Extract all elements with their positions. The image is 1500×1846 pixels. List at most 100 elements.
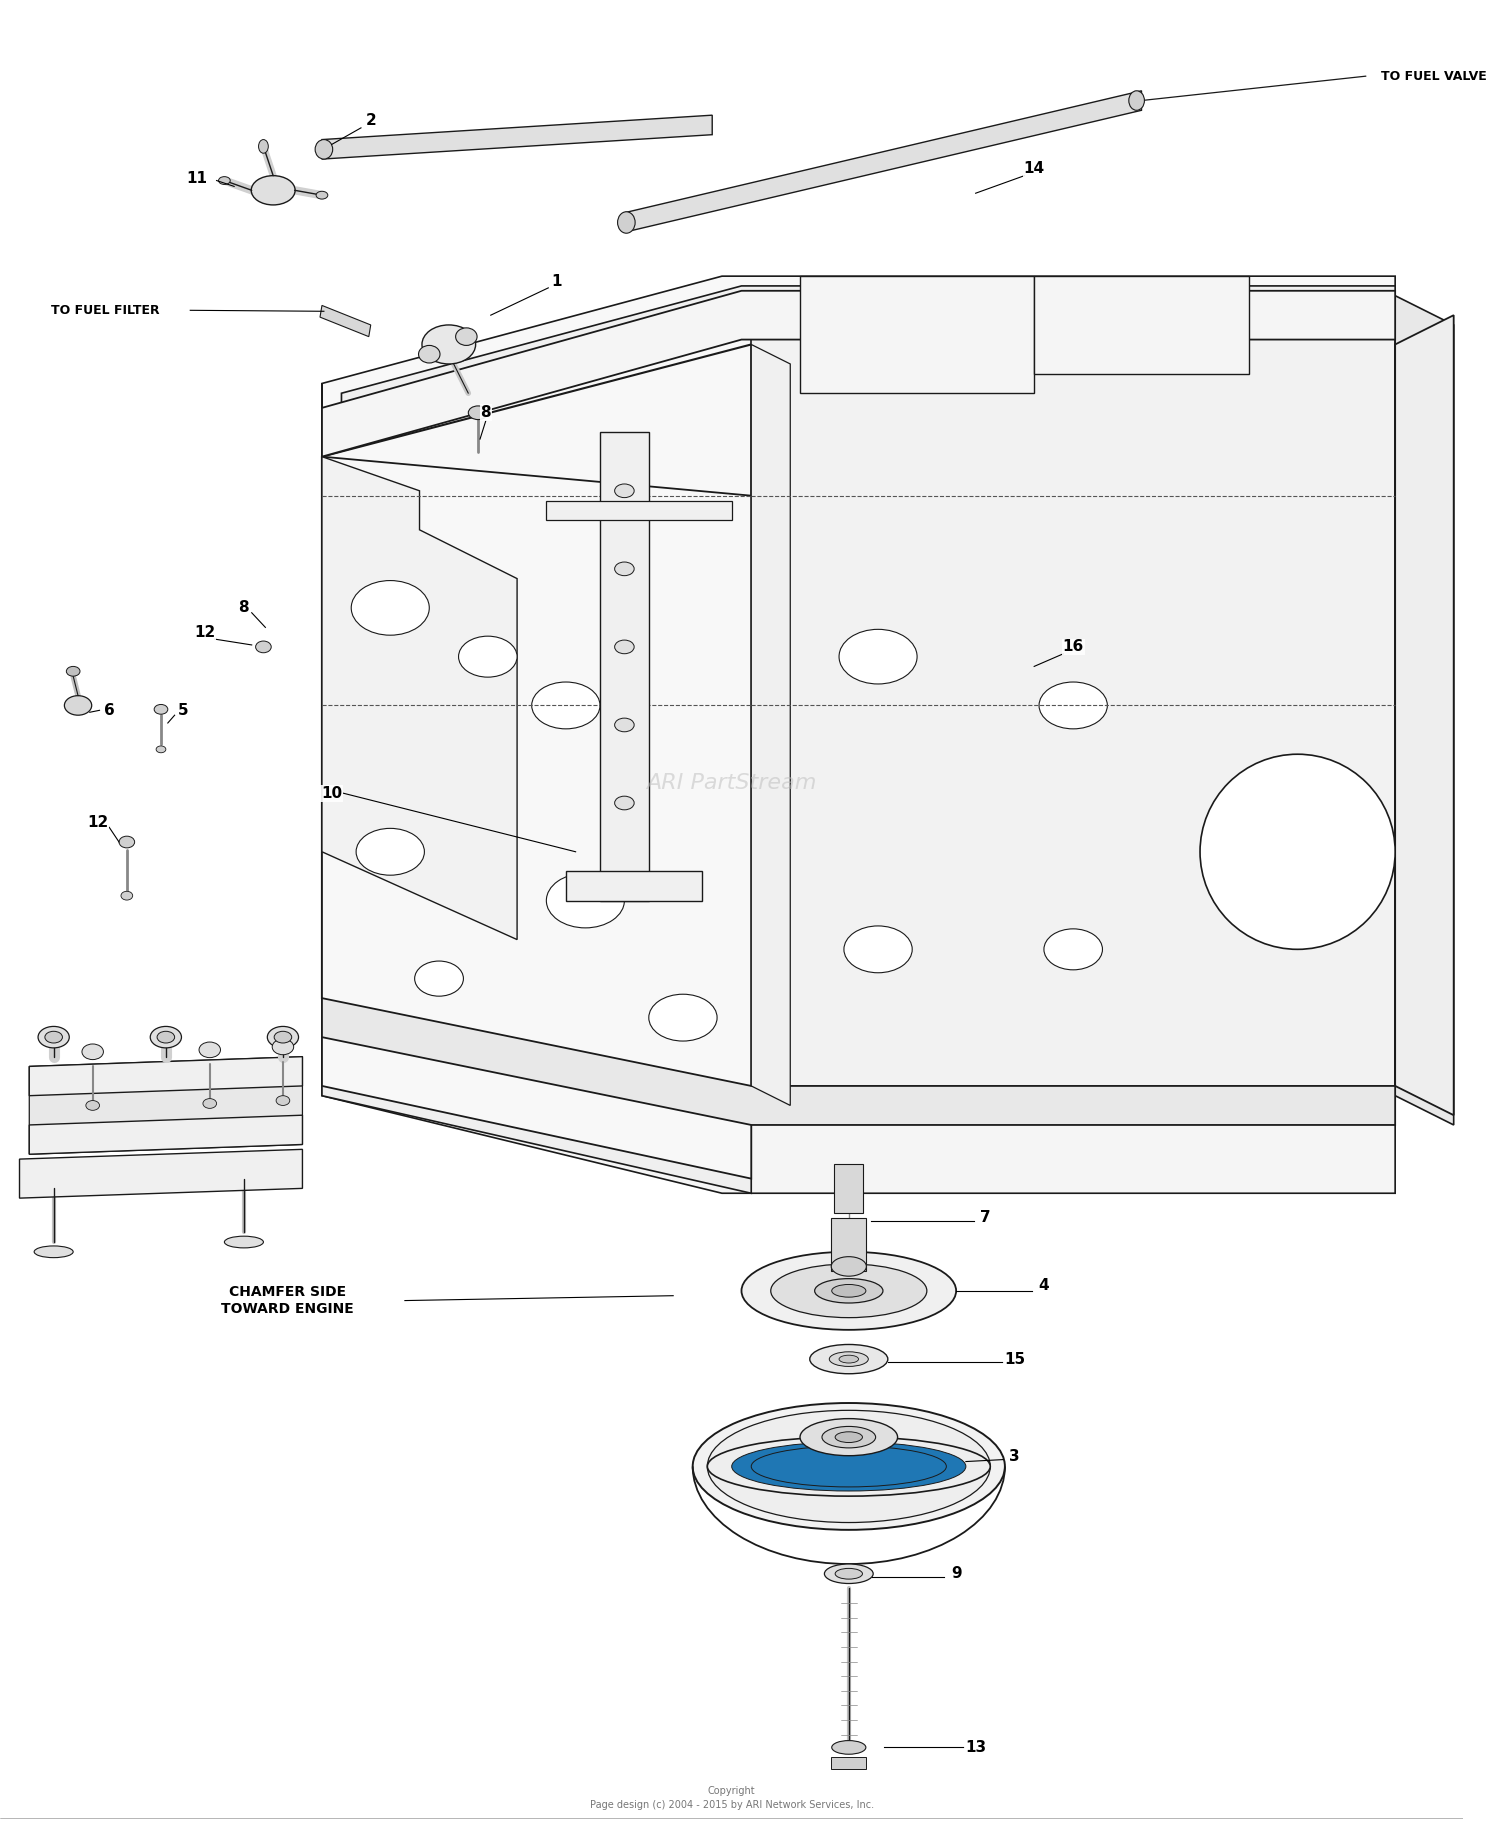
Polygon shape: [322, 628, 752, 1193]
Text: 5: 5: [178, 703, 189, 718]
Ellipse shape: [82, 1045, 104, 1060]
Polygon shape: [342, 286, 1395, 441]
Ellipse shape: [1040, 681, 1107, 729]
Ellipse shape: [844, 927, 912, 973]
Ellipse shape: [225, 1237, 264, 1248]
Text: Copyright
Page design (c) 2004 - 2015 by ARI Network Services, Inc.: Copyright Page design (c) 2004 - 2015 by…: [590, 1787, 874, 1811]
Ellipse shape: [351, 580, 429, 635]
Ellipse shape: [456, 329, 477, 345]
Text: 8: 8: [238, 600, 249, 615]
Polygon shape: [30, 1056, 303, 1154]
Text: 15: 15: [1004, 1351, 1025, 1366]
Ellipse shape: [825, 1564, 873, 1584]
Ellipse shape: [831, 1741, 866, 1754]
Ellipse shape: [839, 629, 916, 685]
Ellipse shape: [38, 1026, 69, 1049]
Ellipse shape: [1130, 90, 1144, 111]
Ellipse shape: [118, 836, 135, 847]
Polygon shape: [322, 456, 518, 940]
Ellipse shape: [251, 175, 296, 205]
Ellipse shape: [800, 1418, 897, 1456]
Text: 11: 11: [186, 172, 207, 186]
Ellipse shape: [650, 995, 717, 1041]
Ellipse shape: [276, 1097, 290, 1106]
Polygon shape: [322, 384, 1395, 1193]
Ellipse shape: [315, 140, 333, 159]
Ellipse shape: [158, 1032, 174, 1043]
Polygon shape: [322, 999, 1395, 1124]
Ellipse shape: [830, 1351, 868, 1366]
Ellipse shape: [316, 192, 328, 199]
Ellipse shape: [615, 718, 634, 731]
Ellipse shape: [419, 345, 440, 364]
Text: TO FUEL VALVE: TO FUEL VALVE: [1380, 70, 1486, 83]
Ellipse shape: [219, 177, 230, 185]
Ellipse shape: [615, 484, 634, 498]
Polygon shape: [322, 456, 752, 1178]
Ellipse shape: [356, 829, 424, 875]
Ellipse shape: [836, 1569, 862, 1578]
Ellipse shape: [258, 140, 268, 153]
Ellipse shape: [546, 873, 624, 929]
Ellipse shape: [771, 1265, 927, 1318]
Text: 10: 10: [321, 786, 342, 801]
Ellipse shape: [459, 637, 518, 677]
Ellipse shape: [422, 325, 476, 364]
Ellipse shape: [255, 641, 272, 653]
Text: 8: 8: [480, 406, 490, 421]
Bar: [834, 1165, 864, 1213]
Ellipse shape: [839, 1355, 858, 1362]
Ellipse shape: [267, 1026, 298, 1049]
Ellipse shape: [200, 1041, 220, 1058]
Polygon shape: [322, 345, 1395, 1085]
Ellipse shape: [272, 1039, 294, 1054]
Polygon shape: [1034, 277, 1250, 373]
Ellipse shape: [831, 1257, 867, 1276]
Polygon shape: [566, 871, 702, 901]
Ellipse shape: [122, 892, 132, 901]
Ellipse shape: [618, 212, 634, 233]
Ellipse shape: [836, 1432, 862, 1442]
Text: 2: 2: [366, 113, 376, 127]
Text: 7: 7: [980, 1211, 990, 1226]
Polygon shape: [1395, 316, 1454, 1115]
Ellipse shape: [202, 1098, 216, 1108]
Text: ARI PartStream: ARI PartStream: [646, 773, 818, 794]
Polygon shape: [30, 1056, 303, 1097]
Text: TO FUEL FILTER: TO FUEL FILTER: [51, 305, 159, 318]
Ellipse shape: [531, 681, 600, 729]
Polygon shape: [800, 277, 1034, 393]
Ellipse shape: [45, 1032, 63, 1043]
Ellipse shape: [414, 962, 464, 997]
Polygon shape: [320, 305, 370, 336]
Ellipse shape: [66, 666, 80, 676]
Ellipse shape: [831, 1285, 866, 1298]
Ellipse shape: [150, 1026, 182, 1049]
Polygon shape: [20, 1150, 303, 1198]
Text: 4: 4: [1038, 1279, 1048, 1294]
Polygon shape: [831, 1757, 867, 1768]
Polygon shape: [322, 277, 1395, 607]
Bar: [831, 1218, 867, 1272]
Polygon shape: [322, 114, 712, 159]
Ellipse shape: [615, 796, 634, 810]
Polygon shape: [752, 345, 790, 1106]
Text: CHAMFER SIDE
TOWARD ENGINE: CHAMFER SIDE TOWARD ENGINE: [222, 1285, 354, 1316]
Polygon shape: [624, 90, 1142, 233]
Ellipse shape: [156, 746, 166, 753]
Text: 12: 12: [87, 816, 108, 831]
Text: 14: 14: [1023, 161, 1044, 177]
Ellipse shape: [615, 561, 634, 576]
Text: 12: 12: [195, 624, 216, 641]
Ellipse shape: [810, 1344, 888, 1373]
Ellipse shape: [822, 1427, 876, 1447]
Ellipse shape: [154, 705, 168, 714]
Ellipse shape: [274, 1032, 291, 1043]
Ellipse shape: [1239, 881, 1298, 921]
Text: 1: 1: [550, 273, 561, 288]
Polygon shape: [752, 295, 1395, 1097]
Polygon shape: [1395, 295, 1454, 1124]
Ellipse shape: [86, 1100, 99, 1109]
Ellipse shape: [708, 1436, 990, 1495]
Polygon shape: [546, 500, 732, 521]
